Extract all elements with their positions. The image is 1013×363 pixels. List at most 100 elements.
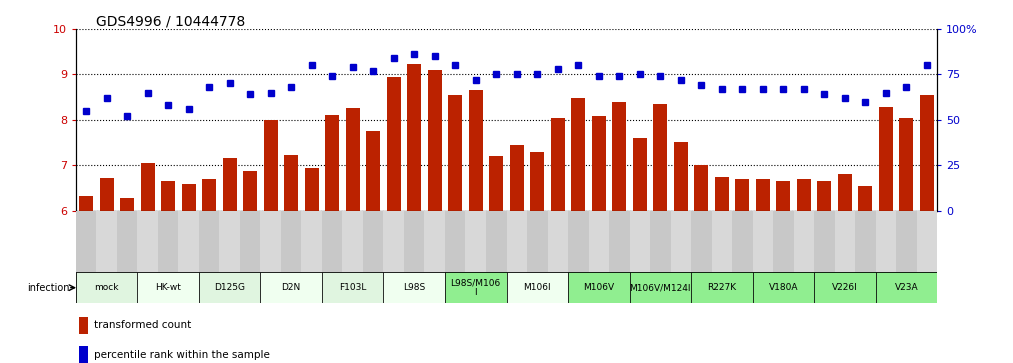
- Bar: [240, 211, 260, 272]
- Text: V226I: V226I: [832, 283, 858, 292]
- Bar: [568, 211, 589, 272]
- Bar: [96, 211, 116, 272]
- Bar: [404, 211, 424, 272]
- Text: D125G: D125G: [214, 283, 245, 292]
- Bar: [835, 211, 855, 272]
- Bar: [814, 211, 835, 272]
- Bar: [571, 98, 586, 363]
- Bar: [650, 211, 671, 272]
- Bar: [79, 346, 88, 363]
- Bar: [302, 211, 322, 272]
- Bar: [547, 211, 568, 272]
- Bar: [694, 165, 708, 363]
- Bar: [281, 211, 302, 272]
- Bar: [322, 272, 384, 303]
- Bar: [486, 211, 506, 272]
- Text: HK-wt: HK-wt: [155, 283, 181, 292]
- Bar: [181, 184, 196, 363]
- Bar: [917, 211, 937, 272]
- Bar: [612, 102, 626, 363]
- Bar: [671, 211, 691, 272]
- Bar: [138, 272, 199, 303]
- Bar: [445, 211, 466, 272]
- Bar: [753, 272, 814, 303]
- Bar: [796, 179, 811, 363]
- Bar: [875, 272, 937, 303]
- Bar: [506, 272, 568, 303]
- Bar: [424, 211, 445, 272]
- Text: L98S/M106
I: L98S/M106 I: [451, 278, 500, 297]
- Bar: [223, 158, 237, 363]
- Bar: [814, 272, 875, 303]
- Bar: [363, 211, 384, 272]
- Bar: [732, 211, 753, 272]
- Bar: [260, 211, 281, 272]
- Bar: [629, 211, 650, 272]
- Bar: [609, 211, 629, 272]
- Bar: [260, 272, 322, 303]
- Bar: [466, 211, 486, 272]
- Bar: [384, 272, 445, 303]
- Bar: [773, 211, 793, 272]
- Bar: [387, 77, 401, 363]
- Bar: [99, 178, 113, 363]
- Text: D2N: D2N: [282, 283, 301, 292]
- Bar: [445, 272, 506, 303]
- Text: GDS4996 / 10444778: GDS4996 / 10444778: [96, 15, 245, 29]
- Bar: [527, 211, 547, 272]
- Bar: [121, 198, 135, 363]
- Bar: [366, 131, 381, 363]
- Bar: [674, 142, 688, 363]
- Text: L98S: L98S: [403, 283, 425, 292]
- Bar: [817, 181, 832, 363]
- Text: M106V: M106V: [583, 283, 614, 292]
- Bar: [900, 118, 914, 363]
- Bar: [178, 211, 199, 272]
- Bar: [653, 104, 668, 363]
- Bar: [510, 145, 524, 363]
- Bar: [322, 211, 342, 272]
- Bar: [79, 317, 88, 334]
- Text: mock: mock: [94, 283, 119, 292]
- Bar: [199, 211, 220, 272]
- Bar: [243, 171, 257, 363]
- Bar: [776, 181, 790, 363]
- Bar: [629, 272, 691, 303]
- Bar: [735, 179, 750, 363]
- Bar: [76, 211, 96, 272]
- Bar: [79, 196, 93, 363]
- Bar: [384, 211, 404, 272]
- Bar: [469, 90, 483, 363]
- Bar: [632, 138, 647, 363]
- Text: infection: infection: [27, 283, 70, 293]
- Text: M106I: M106I: [524, 283, 551, 292]
- Text: transformed count: transformed count: [94, 321, 191, 330]
- Bar: [506, 211, 527, 272]
- Bar: [897, 211, 917, 272]
- Bar: [858, 185, 872, 363]
- Bar: [220, 211, 240, 272]
- Bar: [161, 181, 175, 363]
- Bar: [838, 174, 852, 363]
- Bar: [263, 120, 278, 363]
- Text: F103L: F103L: [339, 283, 367, 292]
- Bar: [691, 272, 753, 303]
- Bar: [568, 272, 629, 303]
- Bar: [589, 211, 609, 272]
- Bar: [530, 152, 544, 363]
- Bar: [855, 211, 875, 272]
- Bar: [793, 211, 814, 272]
- Bar: [345, 109, 360, 363]
- Bar: [489, 156, 503, 363]
- Text: V23A: V23A: [894, 283, 918, 292]
- Bar: [141, 163, 155, 363]
- Bar: [158, 211, 178, 272]
- Text: M106V/M124I: M106V/M124I: [629, 283, 691, 292]
- Bar: [427, 70, 442, 363]
- Bar: [116, 211, 138, 272]
- Bar: [711, 211, 732, 272]
- Bar: [138, 211, 158, 272]
- Bar: [878, 107, 892, 363]
- Bar: [407, 65, 421, 363]
- Bar: [342, 211, 363, 272]
